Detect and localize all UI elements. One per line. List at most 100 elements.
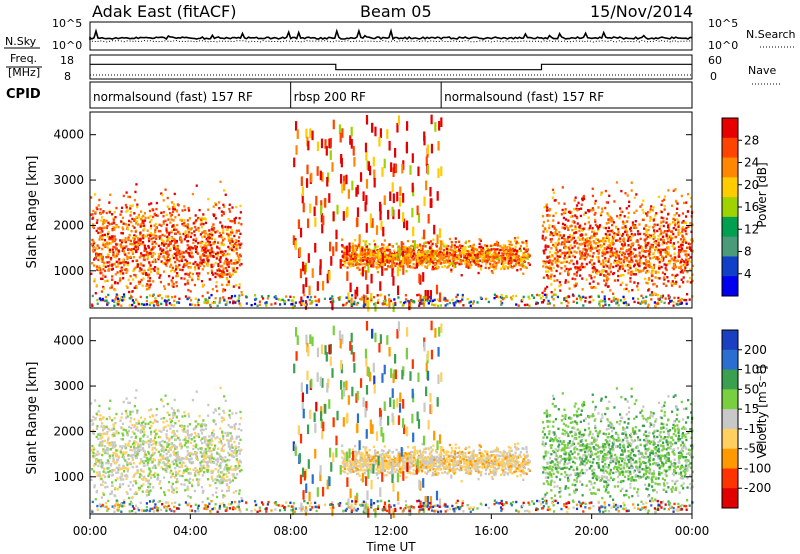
power-cell	[638, 261, 641, 265]
power-cell	[574, 225, 577, 228]
power-cell	[613, 259, 617, 263]
power-cell	[231, 273, 235, 276]
power-cell	[363, 298, 366, 308]
power-cell	[412, 249, 415, 252]
power-cell	[96, 268, 99, 271]
power-cell	[171, 254, 174, 257]
power-cell	[409, 266, 412, 269]
power-cell	[302, 284, 305, 294]
power-cell	[153, 224, 156, 227]
power-cell	[209, 253, 212, 257]
power-cell	[600, 193, 603, 196]
velocity-cell	[110, 492, 113, 495]
power-cell	[661, 199, 664, 203]
power-cell	[587, 216, 590, 219]
power-cell	[646, 269, 649, 273]
power-cell	[609, 250, 612, 253]
power-cell	[328, 241, 332, 252]
power-cell	[606, 276, 609, 279]
power-cell	[642, 199, 645, 202]
power-cell	[184, 235, 187, 239]
power-cell	[206, 249, 209, 252]
power-cell	[174, 260, 177, 264]
power-cell	[381, 252, 384, 263]
velocity-cell	[122, 451, 125, 454]
power-cell	[682, 240, 685, 244]
power-cell	[543, 252, 546, 255]
power-cell	[551, 232, 554, 235]
power-cell	[214, 275, 217, 279]
power-cell	[237, 221, 240, 225]
power-cell	[332, 300, 335, 303]
power-cell	[122, 228, 125, 231]
power-cell	[135, 250, 138, 254]
power-cell	[144, 247, 147, 250]
power-cell	[129, 255, 132, 259]
power-cell	[222, 271, 225, 274]
power-cell	[165, 258, 168, 262]
power-cell	[495, 261, 498, 265]
velocity-cell	[138, 475, 141, 479]
power-cell	[105, 299, 108, 302]
power-cell	[582, 196, 585, 199]
velocity-cell	[141, 490, 144, 493]
power-cell	[591, 230, 594, 233]
power-cell	[524, 250, 527, 254]
power-cell	[676, 273, 679, 277]
noise-sky-trace	[89, 28, 693, 41]
power-cell	[177, 251, 180, 255]
power-cell	[219, 249, 222, 252]
power-cell	[551, 225, 554, 228]
power-cell	[93, 242, 96, 245]
power-cell	[389, 251, 392, 254]
power-cell	[144, 253, 148, 257]
power-cell	[493, 253, 497, 257]
power-cell	[140, 278, 143, 282]
power-cell	[372, 258, 375, 268]
power-cell	[461, 298, 464, 301]
power-cell	[563, 298, 566, 301]
velocity-cell	[173, 414, 176, 417]
power-cell	[102, 243, 105, 247]
power-cell	[195, 245, 199, 249]
power-cell	[392, 253, 395, 257]
power-cell	[175, 265, 178, 269]
power-cell	[187, 282, 190, 285]
power-cell	[424, 250, 427, 253]
power-cell	[364, 248, 367, 252]
power-cell	[662, 259, 665, 262]
power-cell	[371, 257, 374, 260]
velocity-cell	[130, 426, 133, 430]
power-cell	[579, 214, 582, 218]
y-tick-label: 3000	[53, 173, 84, 187]
power-cell	[643, 266, 647, 270]
power-cell	[612, 271, 616, 275]
power-cell	[581, 237, 585, 240]
power-cell	[453, 251, 456, 254]
power-cell	[555, 233, 559, 236]
power-cell	[490, 253, 493, 257]
power-cell	[657, 299, 660, 302]
power-cell	[294, 240, 297, 251]
power-cell	[595, 232, 598, 235]
power-cell	[546, 206, 549, 209]
power-cell	[135, 241, 138, 244]
power-cell	[218, 258, 221, 262]
power-cell	[218, 269, 221, 272]
power-cell	[470, 263, 473, 267]
velocity-cell	[169, 453, 172, 457]
power-cell	[223, 189, 226, 192]
power-cell	[173, 246, 176, 250]
power-cell	[482, 248, 485, 251]
power-cell	[502, 244, 505, 247]
power-cell	[402, 193, 405, 203]
power-cell	[582, 238, 585, 242]
power-cell	[185, 260, 189, 263]
power-cell	[253, 294, 257, 297]
power-cell	[168, 207, 171, 211]
power-cell	[313, 206, 316, 217]
power-cell	[605, 282, 608, 285]
power-cell	[611, 292, 615, 295]
power-cell	[644, 277, 647, 281]
power-cell	[442, 243, 445, 246]
